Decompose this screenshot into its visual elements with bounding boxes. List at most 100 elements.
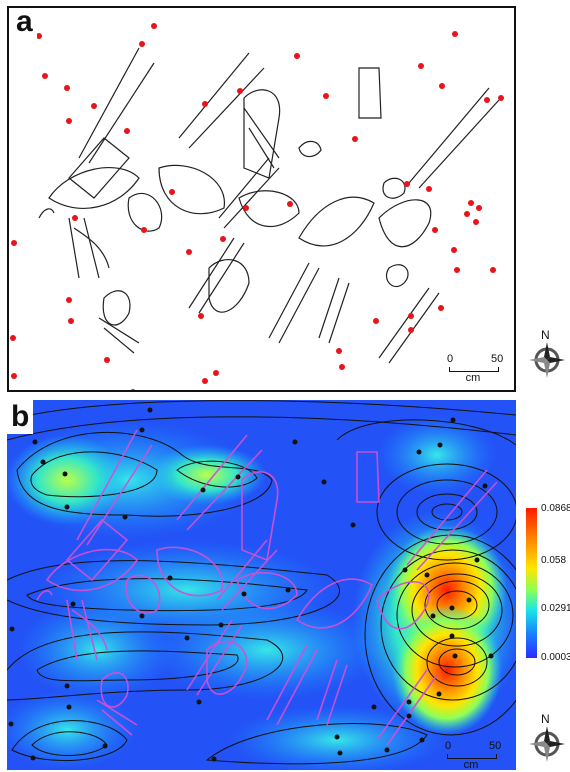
sample-point-b-14 <box>482 483 488 489</box>
sample-point-a-35 <box>202 378 208 384</box>
scale-b-start: 0 <box>445 740 452 752</box>
scale-bar-b: 0 50 cm <box>445 740 507 770</box>
sample-point-a-15 <box>484 97 490 103</box>
sample-point-a-29 <box>408 313 414 319</box>
sample-point-a-33 <box>339 364 345 370</box>
sample-point-b-15 <box>350 522 356 528</box>
sample-point-a-20 <box>468 200 474 206</box>
colorbar-gradient <box>526 508 537 658</box>
sample-point-b-10 <box>321 479 327 485</box>
sample-point-a-26 <box>454 267 460 273</box>
sample-point-b-4 <box>62 471 68 477</box>
sample-point-b-43 <box>196 699 202 705</box>
scale-bar-a: 0 50 cm <box>447 353 509 384</box>
compass-a-north-label: N <box>541 328 550 342</box>
sample-point-b-23 <box>488 653 494 659</box>
scale-b-end: 50 <box>489 740 502 752</box>
sample-point-a-36 <box>11 240 17 246</box>
sample-point-a-4 <box>64 85 70 91</box>
sample-point-a-34 <box>213 370 219 376</box>
sample-point-a-14 <box>439 83 445 89</box>
compass-b-north-label: N <box>541 712 550 726</box>
sample-point-a-2 <box>139 41 145 47</box>
sample-point-b-16 <box>402 567 408 573</box>
sample-point-b-40 <box>184 635 190 641</box>
compass-b: N <box>527 712 567 762</box>
sample-point-a-43 <box>169 189 175 195</box>
colorbar-min-label: 0.00031 <box>541 652 570 663</box>
sample-point-a-7 <box>124 128 130 134</box>
sample-point-b-19 <box>449 605 455 611</box>
sample-point-b-31 <box>9 626 15 632</box>
sample-point-a-45 <box>287 201 293 207</box>
scale-a-end: 50 <box>491 353 504 365</box>
sample-point-b-17 <box>424 572 430 578</box>
sample-point-b-12 <box>450 417 456 423</box>
sample-point-a-10 <box>294 53 300 59</box>
sample-point-b-47 <box>419 737 425 743</box>
sample-point-a-18 <box>404 181 410 187</box>
panel-b-label: b <box>7 400 34 434</box>
sample-point-a-44 <box>243 205 249 211</box>
sample-point-a-50 <box>198 313 204 319</box>
skeleton-plan-drawing <box>10 23 504 390</box>
sample-point-b-39 <box>218 622 224 628</box>
sample-point-a-19 <box>426 186 432 192</box>
sample-point-b-25 <box>406 699 412 705</box>
sample-point-b-20 <box>430 613 436 619</box>
sample-point-a-25 <box>451 247 457 253</box>
sample-point-a-12 <box>418 63 424 69</box>
sample-point-a-42 <box>130 389 136 390</box>
scale-b-line <box>447 754 497 759</box>
sample-point-a-32 <box>336 348 342 354</box>
sample-point-b-41 <box>70 601 76 607</box>
sample-point-a-39 <box>66 297 72 303</box>
sample-point-a-6 <box>91 103 97 109</box>
sample-point-b-32 <box>8 721 14 727</box>
sample-point-a-9 <box>237 88 243 94</box>
sample-point-b-27 <box>371 704 377 710</box>
sample-point-a-21 <box>476 205 482 211</box>
sample-point-a-24 <box>432 227 438 233</box>
sample-point-b-8 <box>235 474 241 480</box>
sample-point-a-17 <box>352 136 358 142</box>
scale-a-line <box>449 367 499 372</box>
panel-a-excavation-drawing: a 0 50 cm <box>7 6 516 392</box>
sample-point-b-28 <box>334 734 340 740</box>
sample-point-a-38 <box>11 373 17 379</box>
sample-point-b-30 <box>211 756 217 762</box>
sample-point-b-2 <box>139 427 145 433</box>
sample-point-a-27 <box>490 267 496 273</box>
panel-b-density-map: b 0 50 cm <box>7 400 516 770</box>
sample-point-b-37 <box>241 591 247 597</box>
sample-point-b-7 <box>200 487 206 493</box>
sample-point-b-0 <box>32 439 38 445</box>
sample-point-b-1 <box>147 407 153 413</box>
sample-point-b-13 <box>437 442 443 448</box>
sample-point-b-35 <box>102 743 108 749</box>
sample-point-b-46 <box>384 747 390 753</box>
sample-point-a-37 <box>10 335 16 341</box>
sample-point-b-9 <box>292 439 298 445</box>
sample-point-b-21 <box>449 633 455 639</box>
panel-a-label: a <box>12 8 37 39</box>
sample-point-b-44 <box>30 755 36 761</box>
sample-point-b-18 <box>466 597 472 603</box>
sample-point-b-11 <box>416 449 422 455</box>
sample-point-a-30 <box>408 327 414 333</box>
sample-point-b-38 <box>285 587 291 593</box>
sample-point-b-6 <box>122 514 128 520</box>
scale-b-unit: cm <box>463 759 479 770</box>
compass-a: N <box>527 328 567 378</box>
scale-a-unit: cm <box>465 372 481 384</box>
sample-point-b-24 <box>436 691 442 697</box>
sample-point-b-29 <box>337 750 343 756</box>
sample-point-a-47 <box>186 249 192 255</box>
sample-point-b-36 <box>167 575 173 581</box>
scale-a-start: 0 <box>447 353 454 365</box>
sample-point-a-46 <box>220 236 226 242</box>
sample-point-a-22 <box>464 211 470 217</box>
sample-point-a-49 <box>141 227 147 233</box>
sample-point-a-13 <box>452 31 458 37</box>
sample-point-b-22 <box>452 653 458 659</box>
